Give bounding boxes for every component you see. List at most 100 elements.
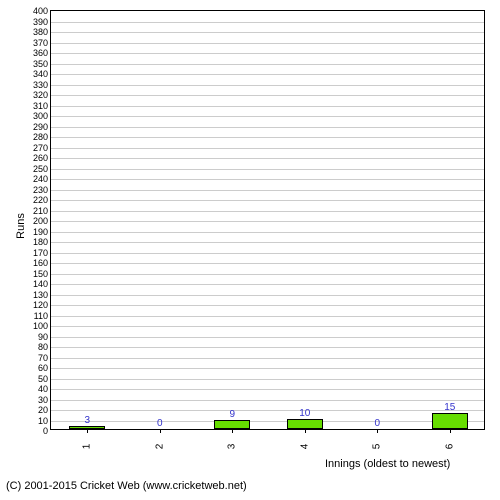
gridline (51, 316, 484, 317)
bar-value-label: 10 (299, 408, 310, 419)
bar-value-label: 0 (157, 418, 163, 429)
ytick-label: 50 (38, 374, 51, 384)
gridline (51, 200, 484, 201)
ytick-label: 100 (33, 321, 51, 331)
bar (287, 419, 323, 430)
xtick-label: 5 (372, 444, 383, 450)
ytick-label: 300 (33, 111, 51, 121)
ytick-label: 330 (33, 80, 51, 90)
gridline (51, 64, 484, 65)
xtick-label: 4 (299, 444, 310, 450)
ytick-label: 10 (38, 416, 51, 426)
gridline (51, 158, 484, 159)
ytick-label: 150 (33, 269, 51, 279)
gridline (51, 337, 484, 338)
gridline (51, 242, 484, 243)
gridline (51, 295, 484, 296)
gridline (51, 53, 484, 54)
ytick-label: 260 (33, 153, 51, 163)
xtick-label: 3 (227, 444, 238, 450)
ytick-label: 200 (33, 216, 51, 226)
gridline (51, 232, 484, 233)
gridline (51, 179, 484, 180)
gridline (51, 22, 484, 23)
ytick-label: 390 (33, 17, 51, 27)
ytick-label: 210 (33, 206, 51, 216)
gridline (51, 95, 484, 96)
gridline (51, 190, 484, 191)
ytick-label: 90 (38, 332, 51, 342)
gridline (51, 74, 484, 75)
gridline (51, 421, 484, 422)
x-axis-label: Innings (oldest to newest) (325, 458, 450, 470)
xtick-mark (305, 429, 306, 433)
gridline (51, 85, 484, 86)
ytick-label: 20 (38, 405, 51, 415)
xtick-mark (450, 429, 451, 433)
xtick-mark (160, 429, 161, 433)
ytick-label: 120 (33, 300, 51, 310)
ytick-label: 160 (33, 258, 51, 268)
ytick-label: 310 (33, 101, 51, 111)
ytick-label: 0 (43, 426, 51, 436)
gridline (51, 400, 484, 401)
ytick-label: 340 (33, 69, 51, 79)
gridline (51, 32, 484, 33)
ytick-label: 60 (38, 363, 51, 373)
gridline (51, 169, 484, 170)
ytick-label: 40 (38, 384, 51, 394)
gridline (51, 368, 484, 369)
gridline (51, 410, 484, 411)
ytick-label: 170 (33, 248, 51, 258)
bar-value-label: 9 (229, 409, 235, 420)
xtick-label: 1 (82, 444, 93, 450)
ytick-label: 380 (33, 27, 51, 37)
gridline (51, 148, 484, 149)
gridline (51, 305, 484, 306)
ytick-label: 30 (38, 395, 51, 405)
xtick-mark (87, 429, 88, 433)
ytick-label: 220 (33, 195, 51, 205)
gridline (51, 106, 484, 107)
xtick-label: 2 (154, 444, 165, 450)
gridline (51, 137, 484, 138)
bar-value-label: 3 (84, 415, 90, 426)
ytick-label: 400 (33, 6, 51, 16)
ytick-label: 110 (34, 311, 51, 321)
ytick-label: 360 (33, 48, 51, 58)
gridline (51, 389, 484, 390)
gridline (51, 211, 484, 212)
ytick-label: 370 (33, 38, 51, 48)
gridline (51, 326, 484, 327)
gridline (51, 379, 484, 380)
ytick-label: 240 (33, 174, 51, 184)
bar-value-label: 15 (444, 402, 455, 413)
copyright-text: (C) 2001-2015 Cricket Web (www.cricketwe… (6, 480, 247, 492)
bar (432, 413, 468, 429)
ytick-label: 320 (33, 90, 51, 100)
xtick-label: 6 (444, 444, 455, 450)
xtick-mark (232, 429, 233, 433)
bar (214, 420, 250, 429)
gridline (51, 347, 484, 348)
ytick-label: 180 (33, 237, 51, 247)
ytick-label: 70 (38, 353, 51, 363)
gridline (51, 253, 484, 254)
ytick-label: 130 (33, 290, 51, 300)
plot-area: 0102030405060708090100110120130140150160… (50, 10, 485, 430)
gridline (51, 358, 484, 359)
gridline (51, 221, 484, 222)
ytick-label: 350 (33, 59, 51, 69)
ytick-label: 270 (33, 143, 51, 153)
chart-container: 0102030405060708090100110120130140150160… (0, 0, 500, 500)
ytick-label: 140 (33, 279, 51, 289)
ytick-label: 280 (33, 132, 51, 142)
bar-value-label: 0 (374, 418, 380, 429)
gridline (51, 116, 484, 117)
xtick-mark (377, 429, 378, 433)
y-axis-label: Runs (15, 213, 27, 239)
gridline (51, 274, 484, 275)
ytick-label: 230 (33, 185, 51, 195)
gridline (51, 263, 484, 264)
ytick-label: 80 (38, 342, 51, 352)
